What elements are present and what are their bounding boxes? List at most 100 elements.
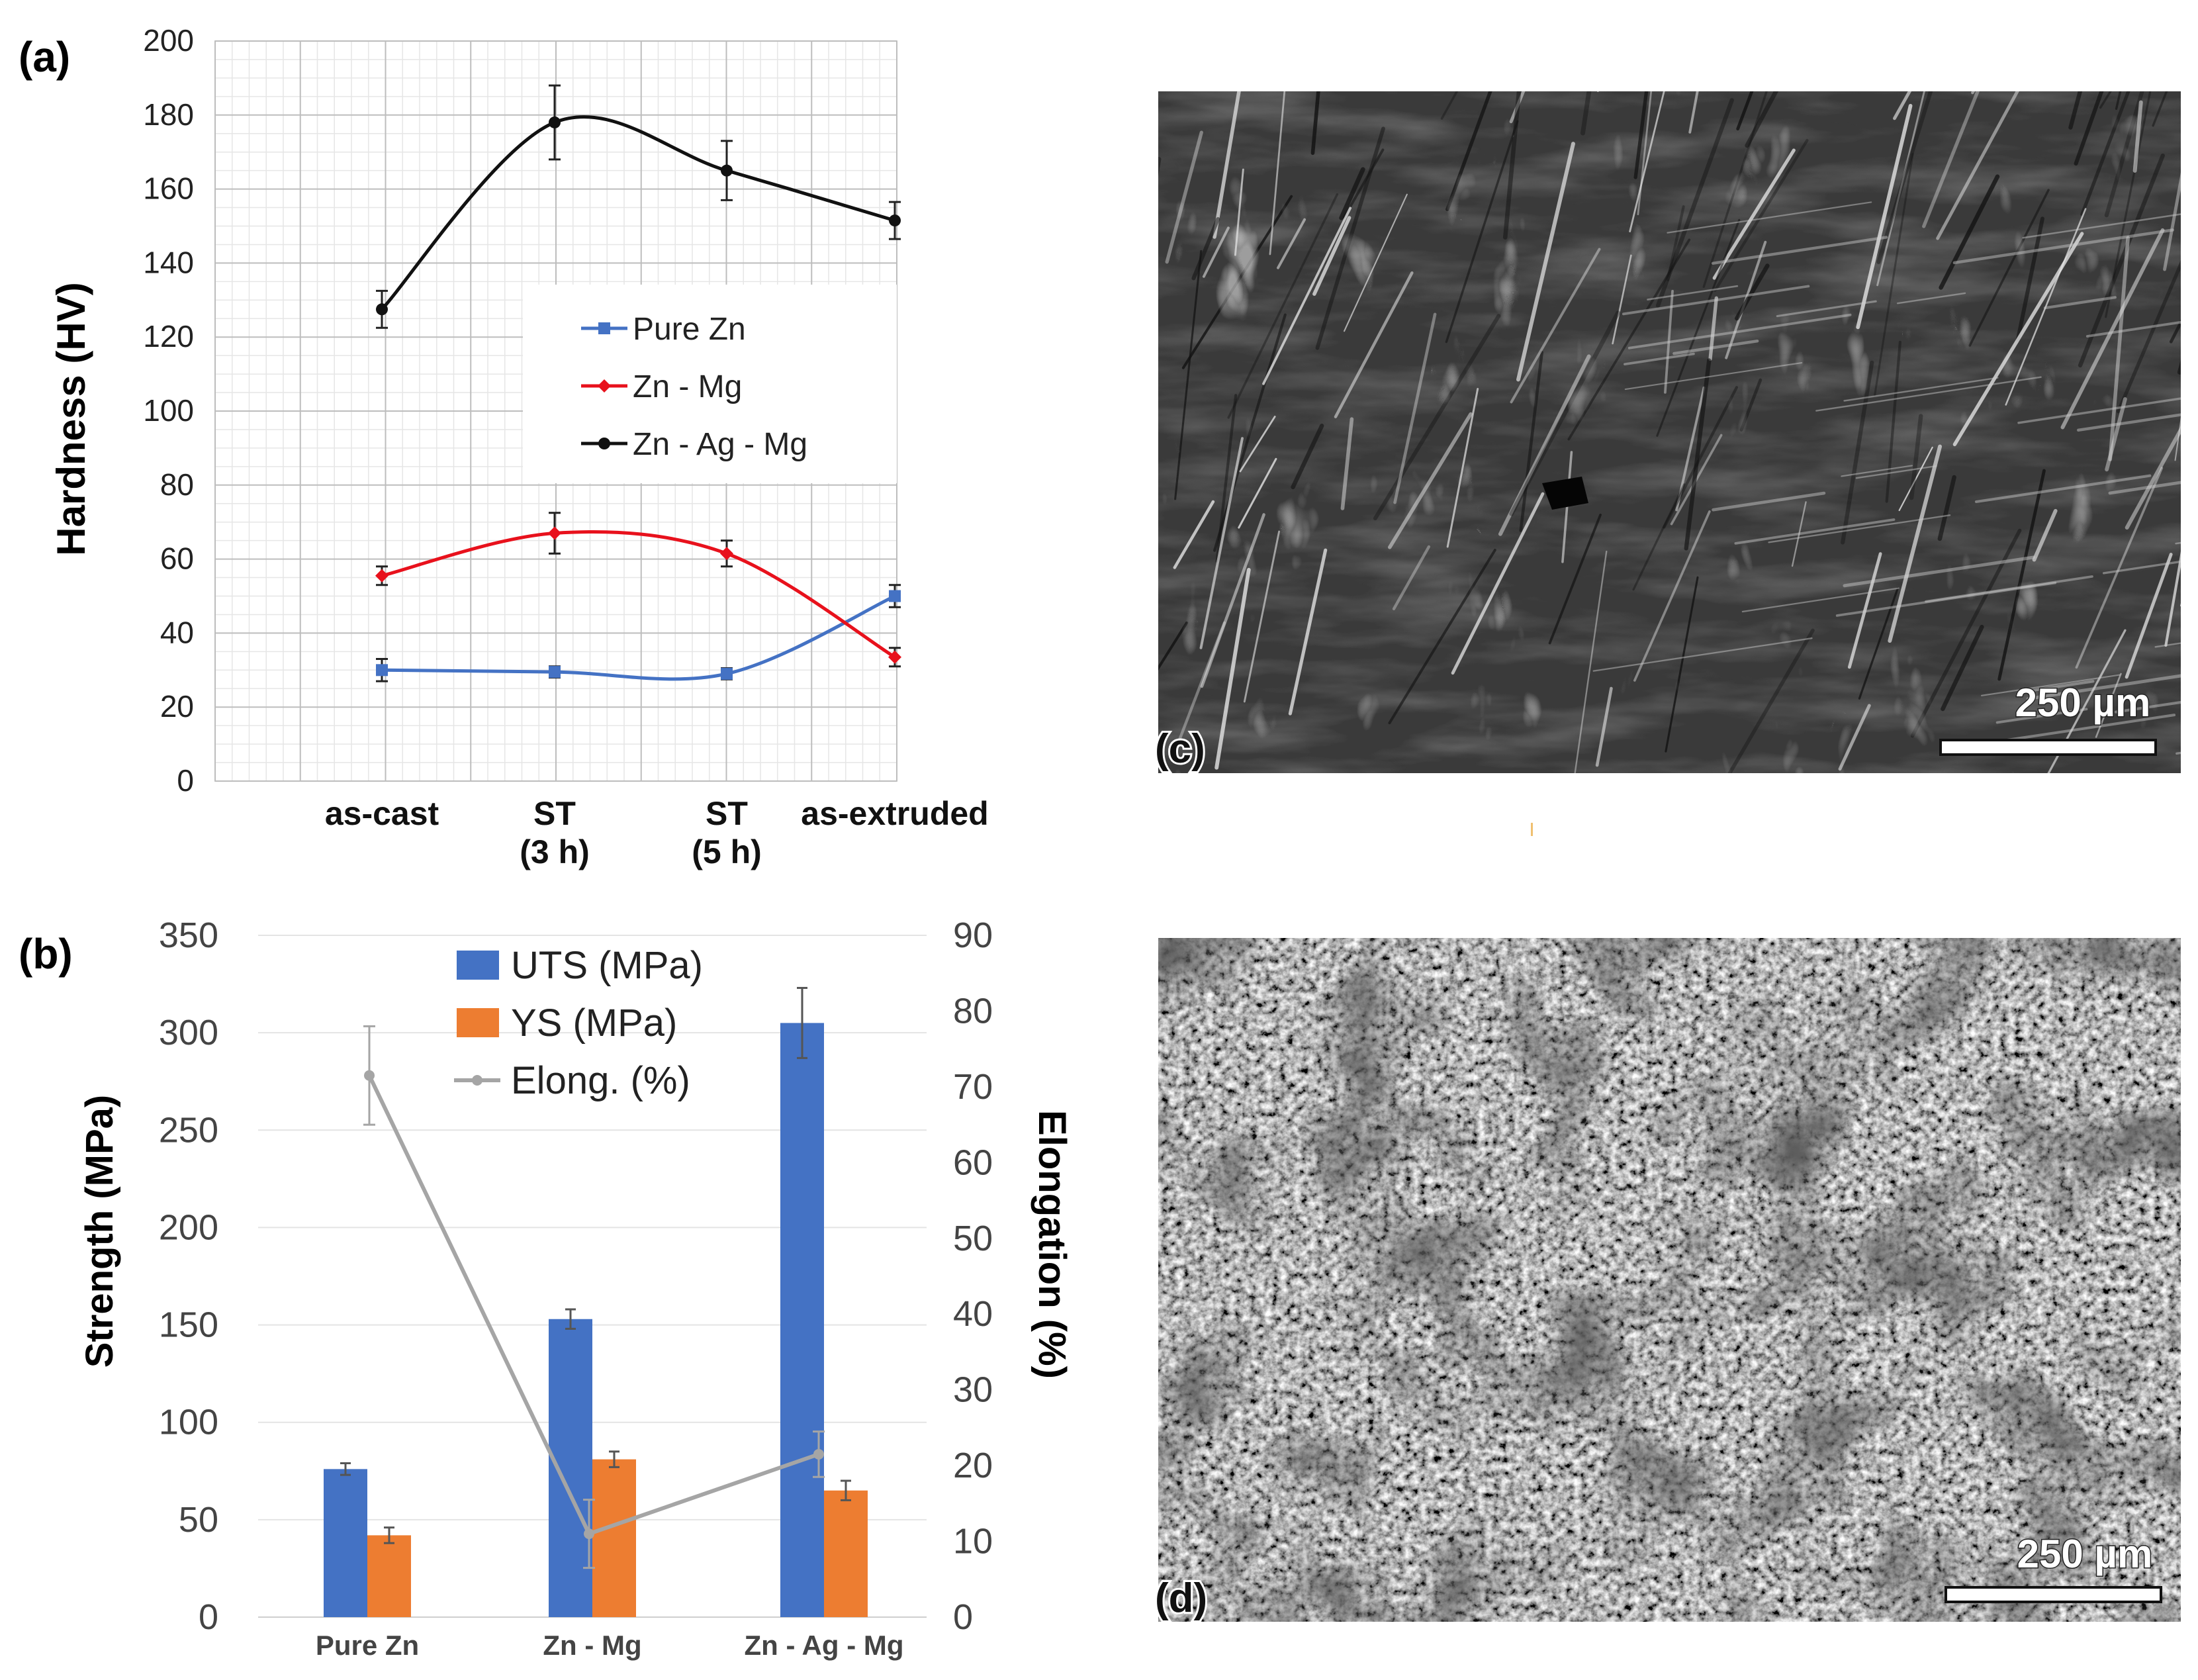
data-point	[376, 303, 388, 316]
hardness-y-axis-label: Hardness (HV)	[49, 282, 93, 555]
y-tick-label: 200	[159, 1207, 218, 1247]
x-tick-label: as-cast	[325, 795, 439, 832]
stray-mark	[1531, 823, 1533, 836]
x-tick-label: (5 h)	[692, 833, 762, 870]
y-tick-label: 80	[160, 467, 194, 502]
data-point	[888, 650, 901, 664]
y-tick-label: 300	[159, 1013, 218, 1052]
cleavage-step	[2177, 359, 2181, 375]
data-point	[584, 1528, 594, 1540]
y-tick-label: 100	[143, 393, 194, 428]
panel-d-label: (d)	[1155, 1575, 1207, 1621]
y-tick-label: 180	[143, 97, 194, 132]
legend-label: Elong. (%)	[511, 1059, 690, 1102]
panel-a-label: (a)	[19, 33, 70, 81]
series-zn-mg	[375, 512, 901, 668]
y-tick-label: 40	[160, 615, 194, 649]
x-tick-label: Pure Zn	[316, 1630, 419, 1661]
data-point	[548, 526, 561, 540]
data-point	[721, 164, 733, 177]
series-line	[381, 530, 896, 659]
legend-label: UTS (MPa)	[511, 944, 703, 987]
legend-label: YS (MPa)	[511, 1002, 677, 1045]
cleavage-step	[2183, 119, 2198, 265]
bar-uts	[780, 1023, 824, 1617]
y2-tick-label: 70	[953, 1067, 993, 1107]
strength-y-ticks: 0 50 100 150 200 250 300 350	[159, 915, 218, 1637]
legend-marker	[598, 322, 610, 334]
legend-box	[523, 285, 897, 483]
strength-x-ticks: Pure Zn Zn - Mg Zn - Ag - Mg	[316, 1630, 904, 1661]
data-point	[889, 590, 901, 602]
y-tick-label: 100	[159, 1403, 218, 1442]
legend-label: Pure Zn	[633, 312, 746, 347]
scale-bar-c	[1939, 739, 2157, 756]
legend-label: Zn - Mg	[633, 369, 742, 404]
elongation-line	[363, 1025, 825, 1569]
y-tick-label: 200	[143, 23, 194, 58]
cleavage-step	[1971, 91, 1976, 95]
x-tick-label: ST	[706, 795, 748, 832]
y2-tick-label: 10	[953, 1522, 993, 1562]
scale-bar-c-label: 250 µm	[2015, 680, 2151, 725]
sem-micrograph-d: (d) 250 µm	[1153, 938, 2181, 1623]
bar-ys	[824, 1490, 868, 1617]
y2-tick-label: 0	[953, 1597, 973, 1637]
legend-marker	[598, 379, 611, 393]
data-point	[376, 664, 388, 677]
hardness-series	[375, 84, 901, 682]
y-tick-label: 250	[159, 1110, 218, 1150]
hardness-legend: Pure Zn Zn - Mg Zn - Ag - Mg	[523, 285, 897, 483]
data-point	[364, 1070, 375, 1081]
cleavage-step	[1597, 91, 1599, 93]
strength-bars	[324, 986, 868, 1617]
data-point	[375, 569, 389, 583]
series-zn-ag-mg	[376, 84, 901, 329]
hardness-y-ticks: 0 20 40 60 80 100 120 140 160 180 200	[143, 23, 194, 798]
data-point	[813, 1448, 824, 1460]
y-tick-label: 150	[159, 1305, 218, 1345]
legend-marker	[472, 1075, 482, 1086]
elongation-y-axis-label: Elongation (%)	[1030, 1110, 1074, 1379]
x-tick-label: ST	[533, 795, 576, 832]
bar-uts	[324, 1469, 367, 1617]
bar-ys	[367, 1535, 411, 1617]
y2-tick-label: 60	[953, 1143, 993, 1182]
legend-label: Zn - Ag - Mg	[633, 427, 807, 462]
x-tick-label: as-extruded	[801, 795, 988, 832]
strength-y-axis-label: Strength (MPa)	[78, 1095, 121, 1368]
panel-b-label: (b)	[19, 930, 73, 978]
y2-tick-label: 20	[953, 1446, 993, 1485]
y2-tick-label: 80	[953, 991, 993, 1031]
y-tick-label: 350	[159, 915, 218, 955]
elongation-y-ticks: 0 10 20 30 40 50 60 70 80 90	[953, 915, 993, 1637]
bar-uts	[549, 1319, 592, 1617]
strength-legend: UTS (MPa) YS (MPa) Elong. (%)	[454, 944, 703, 1102]
y2-tick-label: 30	[953, 1370, 993, 1410]
y-tick-label: 50	[179, 1500, 218, 1540]
y2-tick-label: 40	[953, 1294, 993, 1334]
hardness-x-ticks: as-cast ST(3 h)ST(5 h)as-extruded	[325, 795, 989, 870]
data-point	[889, 214, 901, 227]
y-tick-label: 60	[160, 541, 194, 576]
hardness-chart: (a) 0 20 40 60 80 100 120 140 160 180 200 as-cast S…	[19, 23, 989, 870]
data-point	[549, 116, 561, 128]
cleavage-step	[1610, 0, 1645, 81]
sem-micrograph-c: (c) 250 µm	[1153, 0, 2198, 774]
legend-swatch	[457, 951, 499, 980]
y-tick-label: 120	[143, 319, 194, 353]
x-tick-label: Zn - Mg	[543, 1630, 641, 1661]
scale-bar-d-label: 250 µm	[2017, 1532, 2153, 1576]
cleavage-step	[2180, 603, 2181, 607]
micrograph-d-shadows	[1158, 938, 2181, 1622]
micrograph-c-ridges	[1158, 91, 2181, 773]
data-point	[720, 547, 733, 561]
data-point	[549, 666, 561, 678]
y-tick-label: 20	[160, 689, 194, 723]
x-tick-label: Zn - Ag - Mg	[744, 1630, 903, 1661]
bar-ys	[592, 1459, 636, 1617]
series-purezn	[376, 584, 901, 682]
panel-c-label: (c)	[1155, 726, 1205, 772]
y-tick-label: 140	[143, 245, 194, 279]
